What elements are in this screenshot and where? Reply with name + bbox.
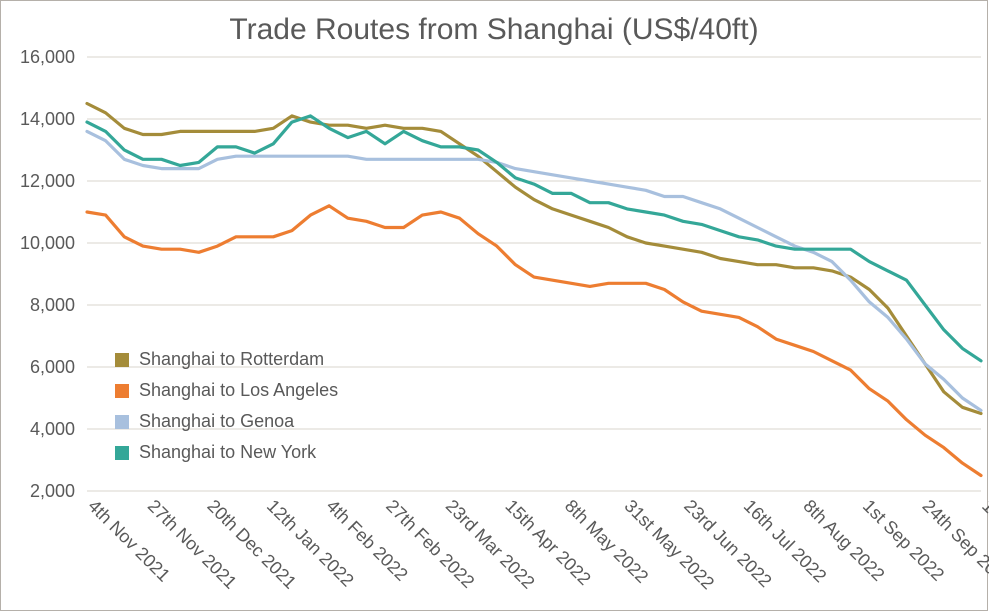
y-tick-label: 4,000: [30, 419, 75, 439]
legend-swatch: [115, 353, 129, 367]
legend-item: Shanghai to Rotterdam: [115, 349, 338, 370]
legend-item: Shanghai to New York: [115, 442, 338, 463]
y-tick-label: 2,000: [30, 481, 75, 501]
y-tick-label: 14,000: [20, 109, 75, 129]
chart-svg: 2,000 4,000 6,000 8,000 10,000 12,000 14,000 16…: [1, 1, 989, 612]
series-line: [87, 116, 981, 361]
legend-swatch: [115, 446, 129, 460]
legend-item: Shanghai to Genoa: [115, 411, 338, 432]
y-tick-label: 16,000: [20, 47, 75, 67]
chart-container: Trade Routes from Shanghai (US$/40ft) 2,…: [0, 0, 988, 611]
legend-label: Shanghai to Los Angeles: [139, 380, 338, 401]
legend-item: Shanghai to Los Angeles: [115, 380, 338, 401]
legend-swatch: [115, 415, 129, 429]
legend-label: Shanghai to Rotterdam: [139, 349, 324, 370]
legend: Shanghai to Rotterdam Shanghai to Los Ang…: [115, 339, 338, 473]
legend-swatch: [115, 384, 129, 398]
legend-label: Shanghai to Genoa: [139, 411, 294, 432]
y-tick-label: 12,000: [20, 171, 75, 191]
y-tick-label: 8,000: [30, 295, 75, 315]
y-tick-label: 10,000: [20, 233, 75, 253]
y-tick-label: 6,000: [30, 357, 75, 377]
legend-label: Shanghai to New York: [139, 442, 316, 463]
